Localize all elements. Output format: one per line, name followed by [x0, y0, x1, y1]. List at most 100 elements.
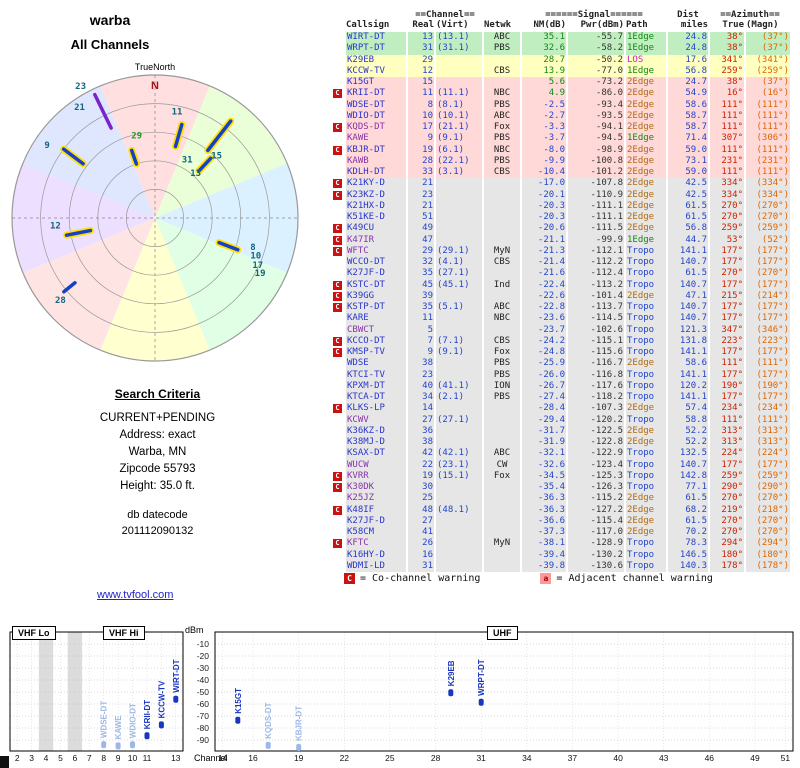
noise-margin: -21.1	[522, 234, 566, 246]
callsign-link[interactable]: KDLH-DT	[346, 167, 406, 179]
table-row: C KVRR 19 (15.1) Fox -34.5 -125.3 Tropo 142.8 259…	[332, 470, 796, 482]
callsign-link[interactable]: WFTC	[346, 245, 406, 257]
network	[484, 527, 520, 539]
callsign-link[interactable]: K30DK	[346, 482, 406, 494]
callsign-link[interactable]: KCCW-TV	[346, 65, 406, 77]
callsign-link[interactable]: K25JZ	[346, 493, 406, 505]
callsign-link[interactable]: KAWE	[346, 133, 406, 145]
real-channel: 16	[408, 549, 434, 561]
callsign-link[interactable]: KARE	[346, 313, 406, 325]
table-row: KARE 11 NBC -23.6 -114.5 Tropo 140.7 177° (177°)	[332, 313, 796, 325]
callsign-link[interactable]: WIRT-DT	[346, 32, 406, 44]
callsign-link[interactable]: K21HX-D	[346, 200, 406, 212]
callsign-link[interactable]: K23KZ-D	[346, 189, 406, 201]
azimuth-magnetic: (306°)	[746, 133, 790, 145]
virtual-channel: (6.1)	[436, 144, 482, 156]
callsign-link[interactable]: WDIO-DT	[346, 110, 406, 122]
callsign-link[interactable]: KPXM-DT	[346, 380, 406, 392]
table-row: KAWE 9 (9.1) PBS -3.7 -94.5 1Edge 71.4 307° (306°…	[332, 133, 796, 145]
signal-path: 1Edge	[626, 133, 666, 145]
callsign-link[interactable]: KBJR-DT	[346, 144, 406, 156]
noise-margin: -10.4	[522, 167, 566, 179]
callsign-link[interactable]: K27JF-D	[346, 268, 406, 280]
callsign-link[interactable]: KQDS-DT	[346, 122, 406, 134]
distance-miles: 58.8	[668, 414, 708, 426]
warning-cell: C	[332, 505, 344, 516]
dbm-tick-label: -70	[197, 711, 210, 721]
callsign-link[interactable]: KCWV	[346, 414, 406, 426]
table-row: C KCCO-DT 7 (7.1) CBS -24.2 -115.1 Tropo 131.8 22…	[332, 335, 796, 347]
virtual-channel	[436, 290, 482, 302]
signal-power: -107.8	[568, 178, 624, 190]
callsign-link[interactable]: K29EB	[346, 54, 406, 66]
callsign-link[interactable]: WDMI-LD	[346, 560, 406, 572]
signal-power: -120.2	[568, 414, 624, 426]
signal-table: ==Channel== ======Signal====== Dist ==Az…	[332, 10, 796, 572]
signal-power: -107.3	[568, 403, 624, 415]
callsign-link[interactable]: KRII-DT	[346, 88, 406, 100]
callsign-link[interactable]: K16HY-D	[346, 549, 406, 561]
distance-miles: 42.5	[668, 178, 708, 190]
table-row: WDSE 38 PBS -25.9 -116.7 2Edge 58.6 111° (111°)	[332, 358, 796, 370]
virtual-channel: (23.1)	[436, 459, 482, 471]
azimuth-magnetic: (52°)	[746, 234, 790, 246]
callsign-link[interactable]: K47IR	[346, 234, 406, 246]
callsign-link[interactable]: K51KE-D	[346, 212, 406, 224]
callsign-link[interactable]: K15GT	[346, 77, 406, 89]
channel-tick-label: 28	[431, 753, 441, 763]
real-channel: 12	[408, 65, 434, 77]
azimuth-magnetic: (190°)	[746, 380, 790, 392]
channel-tick-label: 4	[44, 753, 49, 763]
callsign-link[interactable]: KMSP-TV	[346, 347, 406, 359]
callsign-link[interactable]: KTCI-TV	[346, 369, 406, 381]
azimuth-magnetic: (111°)	[746, 110, 790, 122]
table-row: K27JF-D 27 -36.6 -115.4 2Edge 61.5 270° (270°)	[332, 515, 796, 527]
callsign-link[interactable]: K58CM	[346, 527, 406, 539]
callsign-link[interactable]: K49CU	[346, 223, 406, 235]
signal-marker-label: K15GT	[234, 688, 243, 714]
noise-margin: -21.3	[522, 245, 566, 257]
callsign-link[interactable]: K48IF	[346, 504, 406, 516]
distance-miles: 61.5	[668, 268, 708, 280]
dbm-tick-label: -80	[197, 723, 210, 733]
virtual-channel	[436, 358, 482, 370]
callsign-link[interactable]: WDSE-DT	[346, 99, 406, 111]
callsign-link[interactable]: KSTC-DT	[346, 279, 406, 291]
radar-channel-label: 8	[250, 243, 255, 253]
tvfool-link[interactable]: www.tvfool.com	[97, 589, 174, 601]
callsign-link[interactable]: K39GG	[346, 290, 406, 302]
azimuth-true: 180°	[710, 549, 744, 561]
co-channel-warning-icon: C	[333, 224, 342, 234]
callsign-link[interactable]: K21KY-D	[346, 178, 406, 190]
callsign-link[interactable]: K27JF-D	[346, 515, 406, 527]
signal-power: -122.5	[568, 425, 624, 437]
warning-cell: C	[332, 291, 344, 302]
callsign-link[interactable]: KAWB	[346, 155, 406, 167]
callsign-link[interactable]: K36KZ-D	[346, 425, 406, 437]
signal-power: -130.2	[568, 549, 624, 561]
callsign-link[interactable]: KLKS-LP	[346, 403, 406, 415]
col-miles: miles	[680, 20, 708, 30]
azimuth-magnetic: (313°)	[746, 425, 790, 437]
callsign-link[interactable]: KTCA-DT	[346, 392, 406, 404]
callsign-link[interactable]: KSAX-DT	[346, 448, 406, 460]
adjacent-channel-warning-icon: a	[540, 573, 552, 584]
callsign-link[interactable]: K38MJ-D	[346, 437, 406, 449]
table-row: K36KZ-D 36 -31.7 -122.5 2Edge 52.2 313° (313°)	[332, 425, 796, 437]
table-row: C K49CU 49 -20.6 -111.5 2Edge 56.8 259° (259°)	[332, 223, 796, 235]
search-criteria: Search Criteria CURRENT+PENDING Address:…	[15, 387, 300, 539]
network: PBS	[484, 392, 520, 404]
callsign-link[interactable]: KSTP-DT	[346, 302, 406, 314]
callsign-link[interactable]: CBWCT	[346, 324, 406, 336]
callsign-link[interactable]: KCCO-DT	[346, 335, 406, 347]
noise-margin: -24.2	[522, 335, 566, 347]
callsign-link[interactable]: WDSE	[346, 358, 406, 370]
callsign-link[interactable]: WCCO-DT	[346, 257, 406, 269]
callsign-link[interactable]: WUCW	[346, 459, 406, 471]
callsign-link[interactable]: WRPT-DT	[346, 43, 406, 55]
warning-cell: C	[332, 246, 344, 257]
callsign-link[interactable]: KVRR	[346, 470, 406, 482]
real-channel: 23	[408, 189, 434, 201]
warning-cell: C	[332, 280, 344, 291]
callsign-link[interactable]: KFTC	[346, 538, 406, 550]
